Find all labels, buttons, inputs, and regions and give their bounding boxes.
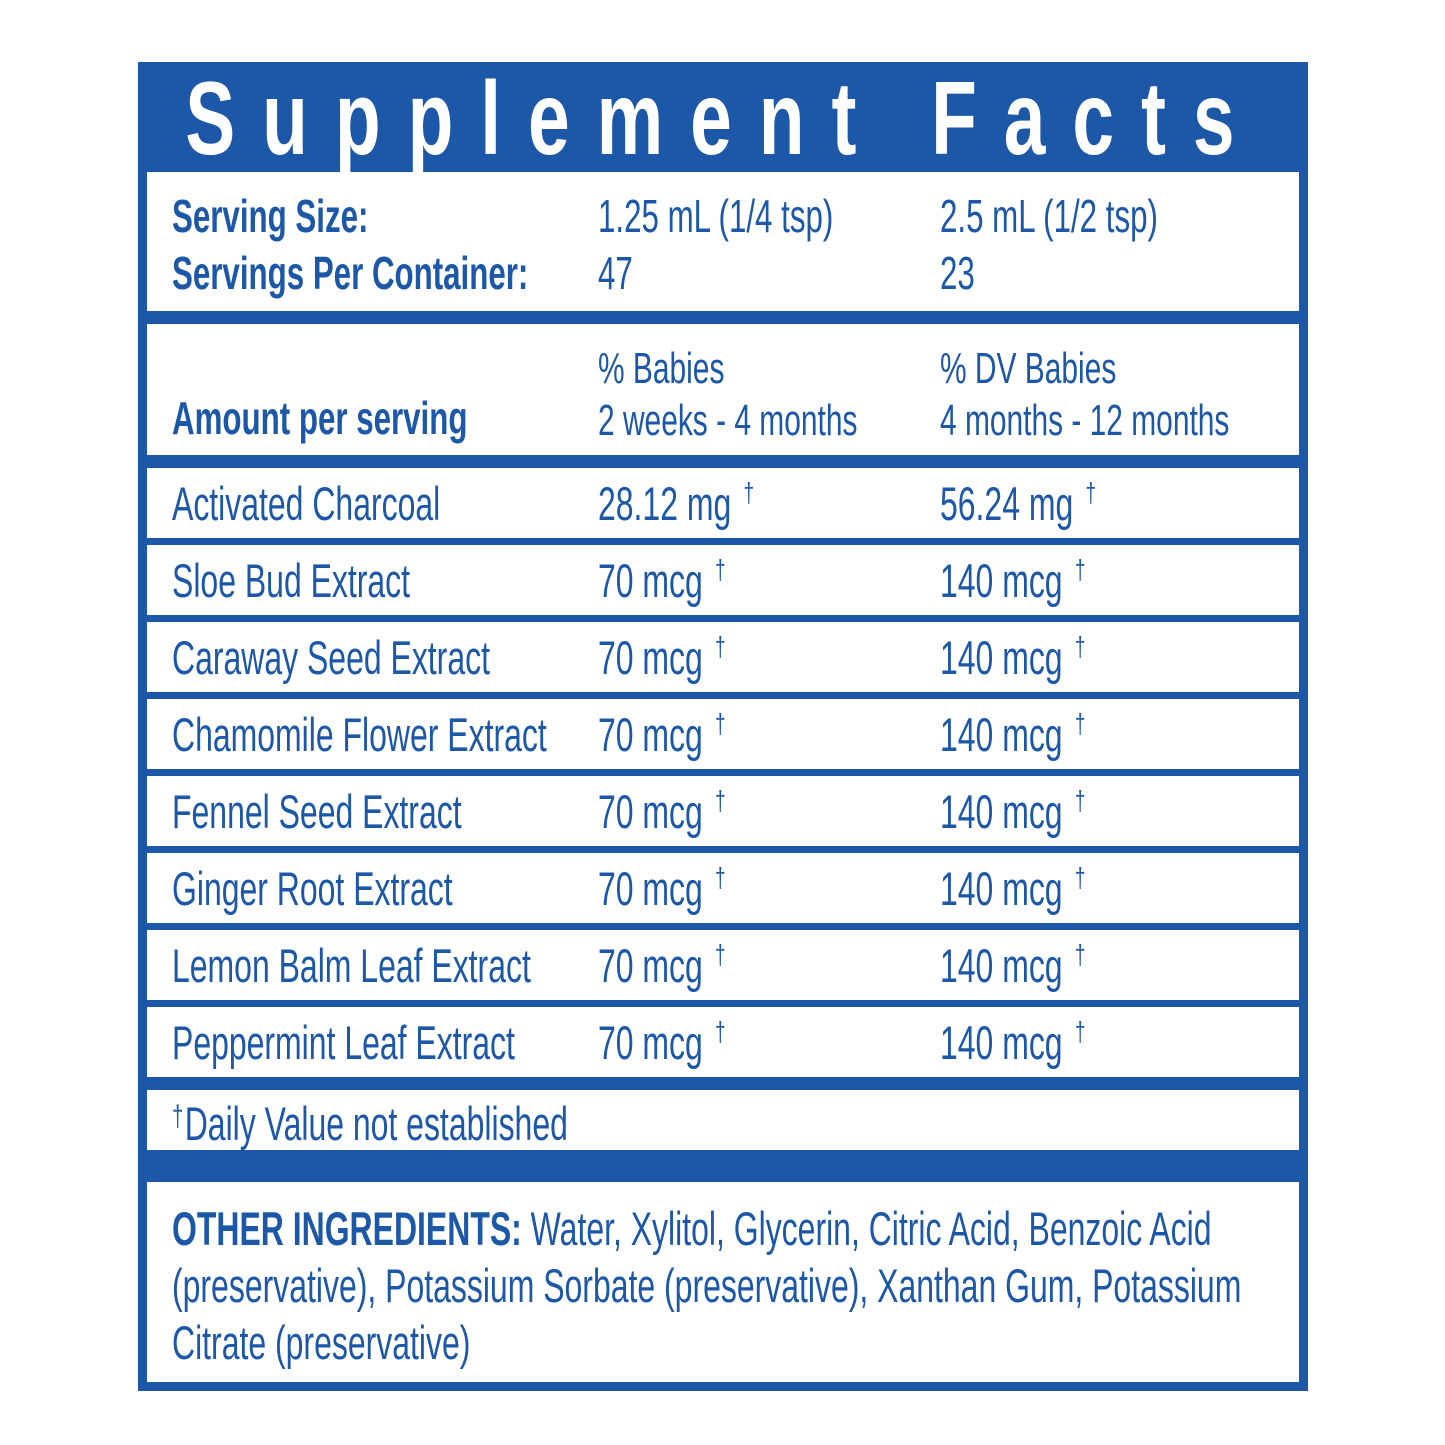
supplement-facts-panel: Supplement Facts Serving Size: 1.25 mL (… — [138, 62, 1308, 1391]
table-row: Ginger Root Extract 70 mcg † 140 mcg † — [147, 853, 1299, 930]
amount-value: 140 mcg — [940, 861, 1063, 915]
amount-value: 140 mcg — [940, 1015, 1063, 1069]
table-row: Peppermint Leaf Extract 70 mcg † 140 mcg † — [147, 1007, 1299, 1077]
ingredient-name: Activated Charcoal — [172, 476, 441, 530]
amount-value: 70 mcg — [598, 861, 703, 915]
dagger-icon: † — [1074, 784, 1086, 816]
section-divider-band — [147, 1150, 1299, 1182]
amount-value: 70 mcg — [598, 1015, 703, 1069]
dagger-icon: † — [715, 630, 726, 662]
dagger-icon: † — [715, 553, 726, 585]
amount-value: 28.12 mg — [598, 476, 732, 530]
amount-value: 140 mcg — [940, 553, 1063, 607]
other-ingredients-label: OTHER INGREDIENTS: — [172, 1202, 522, 1255]
amount-value: 140 mcg — [940, 630, 1063, 684]
column-header-babies: % Babies 2 weeks - 4 months — [598, 344, 858, 445]
ingredient-name: Sloe Bud Extract — [172, 553, 411, 607]
dagger-icon: † — [715, 1015, 726, 1047]
ingredient-name: Lemon Balm Leaf Extract — [172, 938, 531, 992]
dagger-icon: † — [1074, 707, 1086, 739]
other-ingredients-section: OTHER INGREDIENTS: Water, Xylitol, Glyce… — [147, 1182, 1299, 1382]
table-row: Sloe Bud Extract 70 mcg † 140 mcg † — [147, 545, 1299, 622]
amount-value: 70 mcg — [598, 784, 703, 838]
amount-value: 140 mcg — [940, 707, 1063, 761]
table-row: Chamomile Flower Extract 70 mcg † 140 mcg… — [147, 699, 1299, 776]
dagger-icon: † — [715, 938, 726, 970]
dagger-icon: † — [715, 784, 726, 816]
dagger-icon: † — [743, 476, 755, 508]
amount-value: 70 mcg — [598, 707, 703, 761]
serving-size-label: Serving Size: — [172, 190, 369, 242]
divider-rule — [147, 311, 1299, 324]
servings-per-container-value-2: 23 — [940, 247, 975, 299]
table-row: Lemon Balm Leaf Extract 70 mcg † 140 mcg † — [147, 930, 1299, 1007]
dagger-icon: † — [1074, 1015, 1086, 1047]
ingredient-name: Caraway Seed Extract — [172, 630, 490, 684]
footnote-text: Daily Value not established — [184, 1097, 568, 1150]
dagger-icon: † — [172, 1100, 184, 1133]
servings-per-container-row: Servings Per Container: 47 23 — [172, 245, 1299, 302]
ingredient-name: Peppermint Leaf Extract — [172, 1015, 515, 1069]
divider-rule — [147, 1077, 1299, 1090]
amount-value: 70 mcg — [598, 630, 703, 684]
servings-per-container-value-1: 47 — [598, 247, 633, 299]
serving-section: Serving Size: 1.25 mL (1/4 tsp) 2.5 mL (… — [147, 172, 1299, 311]
panel-title: Supplement Facts — [184, 71, 1262, 172]
header-band: Supplement Facts — [147, 71, 1299, 172]
amount-value: 56.24 mg — [940, 476, 1074, 530]
dagger-icon: † — [715, 707, 726, 739]
amount-value: 140 mcg — [940, 938, 1063, 992]
dagger-icon: † — [1074, 630, 1086, 662]
servings-per-container-label: Servings Per Container: — [172, 247, 529, 299]
table-row: Caraway Seed Extract 70 mcg † 140 mcg † — [147, 622, 1299, 699]
dagger-icon: † — [1074, 553, 1086, 585]
serving-size-value-2: 2.5 mL (1/2 tsp) — [940, 190, 1158, 242]
amount-value: 70 mcg — [598, 938, 703, 992]
serving-size-value-1: 1.25 mL (1/4 tsp) — [598, 190, 834, 242]
ingredient-name: Chamomile Flower Extract — [172, 707, 547, 761]
column-header-dv-babies: % DV Babies 4 months - 12 months — [940, 344, 1230, 445]
table-row: Activated Charcoal 28.12 mg † 56.24 mg † — [147, 468, 1299, 545]
dagger-icon: † — [1085, 476, 1097, 508]
dagger-icon: † — [1074, 861, 1086, 893]
dagger-icon: † — [1074, 938, 1086, 970]
divider-rule — [147, 455, 1299, 468]
ingredient-name: Ginger Root Extract — [172, 861, 453, 915]
footnote: †Daily Value not established — [147, 1090, 1299, 1150]
ingredient-name: Fennel Seed Extract — [172, 784, 462, 838]
amount-value: 70 mcg — [598, 553, 703, 607]
dagger-icon: † — [715, 861, 726, 893]
amount-value: 140 mcg — [940, 784, 1063, 838]
amount-per-serving-header: Amount per serving — [172, 392, 468, 444]
table-row: Fennel Seed Extract 70 mcg † 140 mcg † — [147, 776, 1299, 853]
column-headers: Amount per serving % Babies 2 weeks - 4 … — [147, 324, 1299, 455]
serving-size-row: Serving Size: 1.25 mL (1/4 tsp) 2.5 mL (… — [172, 188, 1299, 245]
other-ingredients-text: Water, Xylitol, Glycerin, Citric Acid, B… — [172, 1202, 1242, 1369]
